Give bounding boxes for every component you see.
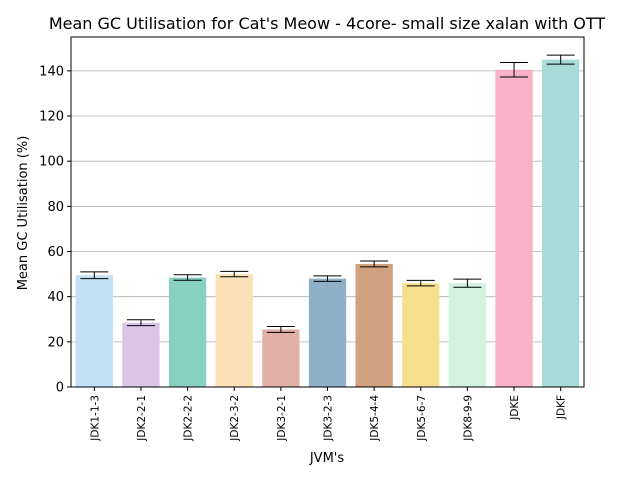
y-tick-label: 140	[39, 64, 64, 79]
x-tick-label: JDK2-3-2	[229, 395, 241, 442]
bar	[495, 69, 533, 387]
bars-group	[75, 59, 580, 387]
bar	[75, 275, 113, 387]
x-axis: JDK1-1-3 JDK2-2-1 JDK2-2-2 JDK2-3-2 JDK3-2-1…	[89, 387, 568, 442]
error-bar	[313, 275, 342, 282]
error-bar	[173, 274, 202, 281]
bar	[542, 59, 580, 387]
y-axis: 0 20 40 60 80 100 120 140	[39, 64, 71, 396]
error-bar	[360, 260, 389, 268]
error-bar	[126, 319, 155, 327]
x-tick-label: JDK3-2-1	[276, 395, 288, 442]
bar	[355, 263, 393, 387]
y-tick-label: 40	[47, 290, 64, 305]
x-tick-label: JDK8-9-9	[462, 395, 474, 442]
bar	[262, 329, 300, 387]
x-tick-label: JDK1-1-3	[89, 395, 101, 442]
y-tick-label: 60	[47, 245, 64, 260]
y-tick-label: 0	[56, 381, 64, 396]
error-bars-group	[80, 54, 575, 333]
error-bar	[80, 271, 109, 280]
y-tick-label: 20	[47, 335, 64, 350]
y-tick-label: 120	[39, 110, 64, 125]
x-tick-label: JDKF	[556, 395, 568, 420]
x-tick-label: JDK5-4-4	[369, 395, 381, 442]
x-tick-label: JDK2-2-1	[136, 395, 148, 442]
bar	[168, 277, 207, 387]
bar	[308, 278, 347, 387]
x-tick-label: JDK2-2-2	[183, 395, 195, 442]
y-axis-label: Mean GC Utilisation (%)	[16, 136, 31, 291]
bar	[215, 274, 253, 387]
error-bar	[546, 54, 575, 65]
x-tick-label: JDKE	[509, 395, 521, 421]
bar	[402, 283, 440, 387]
y-tick-label: 100	[39, 155, 64, 170]
x-tick-label: JDK5-6-7	[416, 395, 428, 442]
error-bar	[406, 279, 435, 287]
gridlines	[71, 70, 584, 343]
chart-title: Mean GC Utilisation for Cat's Meow - 4co…	[49, 14, 606, 33]
error-bar	[220, 270, 249, 278]
x-axis-label: JVM's	[309, 451, 345, 466]
error-bar	[453, 278, 482, 288]
bar	[122, 322, 160, 387]
bar	[448, 283, 487, 387]
error-bar	[500, 62, 529, 78]
x-tick-label: JDK3-2-3	[323, 395, 335, 442]
error-bar	[266, 325, 295, 333]
y-tick-label: 80	[47, 200, 64, 215]
